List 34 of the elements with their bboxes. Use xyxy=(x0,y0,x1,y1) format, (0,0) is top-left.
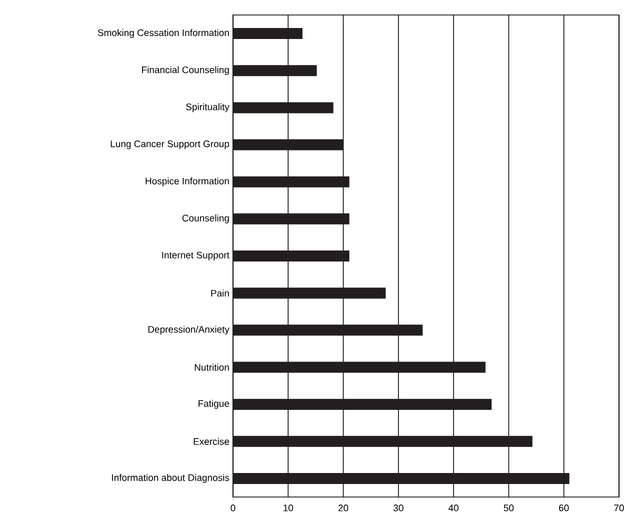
bar xyxy=(233,250,350,262)
x-tick-label: 70 xyxy=(614,504,624,512)
bar xyxy=(233,398,492,410)
bar xyxy=(233,102,334,114)
bar xyxy=(233,362,486,373)
x-tick-label: 30 xyxy=(394,504,404,512)
y-tick-label: Exercise xyxy=(194,438,230,445)
bar xyxy=(233,28,302,40)
y-tick-label: Counseling xyxy=(182,214,229,224)
bar xyxy=(233,472,570,484)
y-tick-label: Smoking Cessation Information xyxy=(98,29,229,38)
bar xyxy=(233,436,532,447)
x-tick-label: 40 xyxy=(448,504,458,512)
y-tick-label: Spirituality xyxy=(186,103,230,112)
y-tick-label: Fatigue xyxy=(198,400,230,409)
bar xyxy=(233,288,386,299)
bar xyxy=(233,324,423,336)
bar xyxy=(233,176,350,188)
y-tick-label: Nutrition xyxy=(194,364,229,371)
y-tick-label: Financial Counseling xyxy=(142,66,229,76)
y-tick-label: Internet Support xyxy=(162,252,230,260)
bar xyxy=(233,213,350,224)
y-tick-label: Hospice Information xyxy=(146,177,229,186)
bar xyxy=(233,65,317,76)
y-tick-label: Depression/Anxiety xyxy=(148,326,230,335)
x-tick-label: 0 xyxy=(230,504,236,512)
y-tick-label: Lung Cancer Support Group xyxy=(110,140,230,150)
y-tick-label: Information about Diagnosis xyxy=(112,474,230,483)
x-tick-label: 50 xyxy=(504,504,514,512)
x-tick-label: 60 xyxy=(559,504,569,512)
x-tick-label: 10 xyxy=(284,504,294,512)
x-tick-label: 20 xyxy=(338,504,348,512)
y-tick-label: Pain xyxy=(211,290,229,297)
bar xyxy=(233,139,344,150)
